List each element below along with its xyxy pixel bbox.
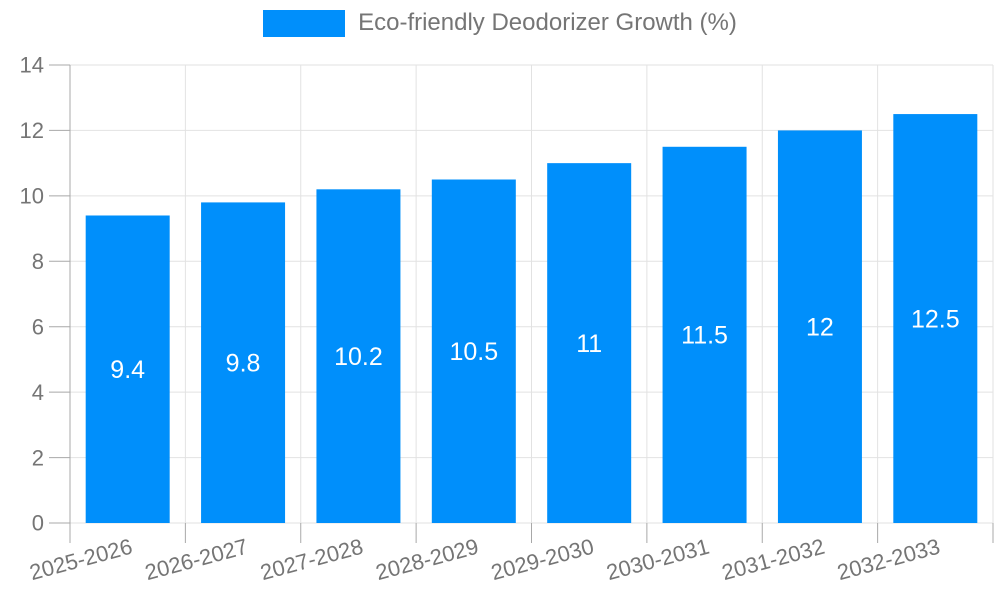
bar[interactable] (316, 189, 401, 524)
bar[interactable] (201, 202, 286, 523)
x-axis-tick-label: 2030-2031 (604, 534, 712, 585)
bar-value-label: 9.4 (110, 356, 145, 384)
bar-value-label: 12.5 (911, 305, 960, 333)
x-axis-tick-label: 2027-2028 (258, 534, 366, 585)
y-axis-tick-label: 4 (32, 380, 44, 405)
y-axis-tick-label: 10 (20, 184, 44, 209)
legend-item[interactable]: Eco-friendly Deodorizer Growth (%) (263, 9, 737, 37)
bar[interactable] (431, 179, 516, 524)
bar-value-label: 10.2 (334, 343, 383, 371)
legend-label: Eco-friendly Deodorizer Growth (%) (358, 9, 737, 36)
bar[interactable] (662, 146, 747, 524)
bar-value-label: 11 (576, 330, 602, 358)
y-axis-tick-label: 14 (20, 53, 44, 78)
bar[interactable] (85, 215, 170, 523)
y-axis-tick-label: 0 (32, 511, 44, 536)
legend-swatch (263, 9, 346, 37)
x-axis-tick-label: 2029-2030 (488, 534, 596, 585)
x-axis-tick-label: 2026-2027 (142, 534, 250, 585)
bar[interactable] (777, 130, 862, 523)
bar[interactable] (893, 114, 978, 524)
bar-value-label: 9.8 (226, 349, 261, 377)
y-axis-tick-label: 2 (32, 445, 44, 470)
chart-legend: Eco-friendly Deodorizer Growth (%) (0, 0, 1000, 46)
bar-value-label: 11.5 (681, 322, 728, 350)
x-axis-tick-label: 2025-2026 (27, 534, 135, 585)
x-axis-tick-label: 2028-2029 (373, 534, 481, 585)
x-axis-tick-label: 2031-2032 (719, 534, 827, 585)
x-axis-tick-label: 2032-2033 (835, 534, 943, 585)
bar[interactable] (547, 163, 632, 523)
y-axis-tick-label: 12 (20, 118, 44, 143)
bar-value-label: 12 (806, 313, 834, 341)
y-axis-tick-label: 6 (32, 314, 44, 339)
bar-value-label: 10.5 (449, 338, 498, 366)
y-axis-tick-label: 8 (32, 249, 44, 274)
